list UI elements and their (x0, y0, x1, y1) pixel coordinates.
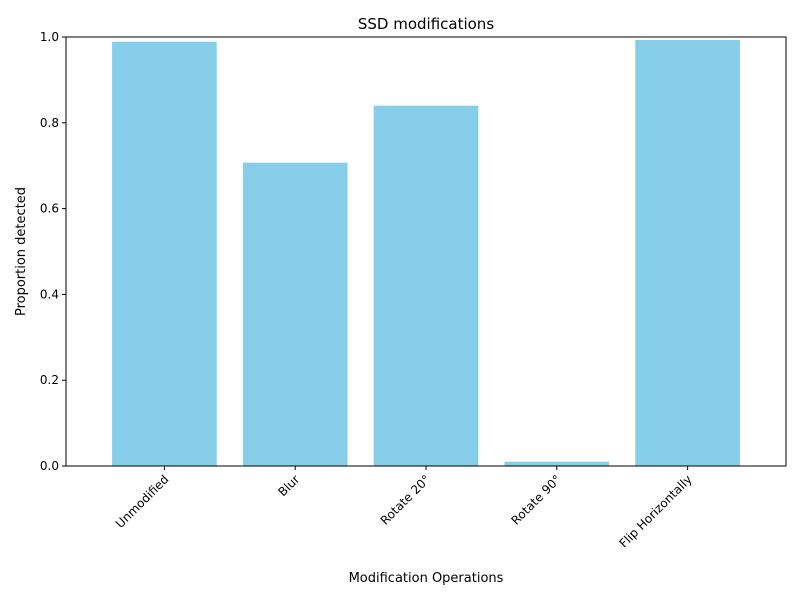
chart-title: SSD modifications (358, 15, 494, 33)
bar-1 (242, 162, 348, 466)
x-tick-label-3: Rotate 90° (509, 472, 564, 527)
y-tick-label-2: 0.4 (40, 287, 59, 301)
x-tick-label-4: Flip Horizontally (616, 472, 694, 550)
x-tick-label-2: Rotate 20° (378, 472, 433, 527)
x-axis-label: Modification Operations (349, 571, 504, 586)
y-tick-label-0: 0.0 (40, 459, 59, 473)
bar-2 (373, 105, 479, 466)
bar-0 (112, 41, 217, 466)
y-tick-label-4: 0.8 (40, 116, 59, 130)
x-tick-label-0: Unmodified (113, 472, 172, 531)
x-axis-ticks: Unmodified Blur Rotate 20° Rotate 90° Flip H… (113, 466, 695, 551)
y-axis-label: Proportion detected (14, 187, 29, 316)
bars-group (112, 40, 740, 466)
y-tick-label-3: 0.6 (40, 202, 59, 216)
x-tick-label-1: Blur (275, 472, 302, 499)
axes-frame (65, 36, 787, 467)
y-tick-label-1: 0.2 (40, 373, 59, 387)
y-axis-ticks: 0.0 0.2 0.4 0.6 0.8 1.0 (40, 30, 66, 473)
bar-3 (504, 461, 610, 466)
bar-4 (635, 40, 740, 466)
y-tick-label-5: 1.0 (40, 30, 59, 44)
